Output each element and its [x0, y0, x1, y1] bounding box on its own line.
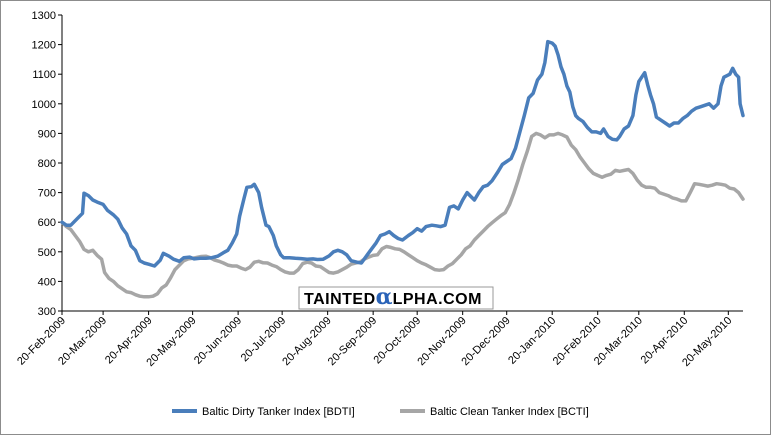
series-line-bdti	[60, 39, 745, 268]
legend-label-bcti: Baltic Clean Tanker Index [BCTI]	[430, 406, 589, 418]
y-tick-label: 500	[38, 247, 56, 259]
watermark-alpha: α	[376, 284, 393, 310]
legend: Baltic Dirty Tanker Index [BDTI] Baltic …	[172, 406, 589, 418]
y-tick-label: 1100	[32, 69, 56, 81]
series-line-bcti	[60, 131, 745, 299]
legend-label-bdti: Baltic Dirty Tanker Index [BDTI]	[202, 406, 355, 418]
y-tick-label: 1000	[32, 99, 56, 111]
y-tick-label: 1300	[32, 10, 56, 22]
x-tick-label: 20-Jun-2009	[192, 315, 244, 367]
y-ticks: 300 400 500 600 700 800 900 1000 1100 1200 1300	[32, 10, 62, 318]
x-tick-label: 20-Sep-2009	[326, 315, 379, 368]
watermark-pre: TAINTED	[304, 291, 376, 308]
y-tick-label: 300	[38, 306, 56, 318]
watermark: TAINTEDαLPHA.COM	[298, 284, 494, 310]
series-lines	[60, 39, 745, 299]
x-ticks: 20-Feb-200920-Mar-200920-Apr-200920-May-…	[15, 311, 734, 369]
y-tick-label: 900	[38, 128, 56, 140]
plot-area: 300 400 500 600 700 800 900 1000 1100 1200 1300 20…	[15, 10, 745, 369]
watermark-box	[298, 286, 494, 310]
watermark-post: LPHA.COM	[393, 291, 482, 308]
y-tick-label: 600	[38, 217, 56, 229]
y-tick-label: 400	[38, 276, 56, 288]
y-tick-label: 800	[38, 158, 56, 170]
y-tick-label: 700	[38, 188, 56, 200]
x-tick-label: 20-Jul-2009	[239, 315, 289, 365]
watermark-text: TAINTEDαLPHA.COM	[304, 284, 482, 310]
y-tick-label: 1200	[32, 40, 56, 52]
